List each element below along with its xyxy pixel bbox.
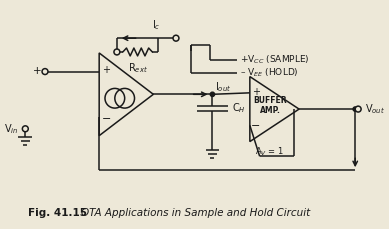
Circle shape [355, 106, 361, 112]
Circle shape [42, 69, 48, 74]
Text: +V$_{CC}$ (SAMPLE): +V$_{CC}$ (SAMPLE) [240, 54, 310, 66]
Text: AMP.: AMP. [260, 106, 281, 114]
Text: BUFFER: BUFFER [254, 96, 287, 105]
Text: I$_{out}$: I$_{out}$ [216, 81, 232, 94]
Text: V$_{out}$: V$_{out}$ [365, 102, 385, 116]
Text: −: − [251, 121, 261, 131]
Text: R$_{ext}$: R$_{ext}$ [128, 61, 147, 75]
Circle shape [22, 126, 28, 132]
Circle shape [353, 107, 357, 111]
Circle shape [173, 35, 179, 41]
Text: −: − [102, 114, 111, 124]
Text: C$_H$: C$_H$ [232, 102, 246, 115]
Circle shape [114, 49, 120, 55]
Circle shape [210, 92, 215, 96]
Text: A$_V$ = 1: A$_V$ = 1 [255, 145, 284, 158]
Text: – V$_{EE}$ (HOLD): – V$_{EE}$ (HOLD) [240, 66, 299, 79]
Text: +: + [102, 65, 110, 75]
Text: OTA Applications in Sample and Hold Circuit: OTA Applications in Sample and Hold Circ… [81, 208, 311, 218]
Text: Fig. 41.15: Fig. 41.15 [28, 208, 87, 218]
Text: +: + [33, 65, 42, 76]
Text: I$_c$: I$_c$ [152, 19, 161, 32]
Text: +: + [252, 87, 260, 97]
Text: V$_{in}$: V$_{in}$ [4, 122, 19, 136]
